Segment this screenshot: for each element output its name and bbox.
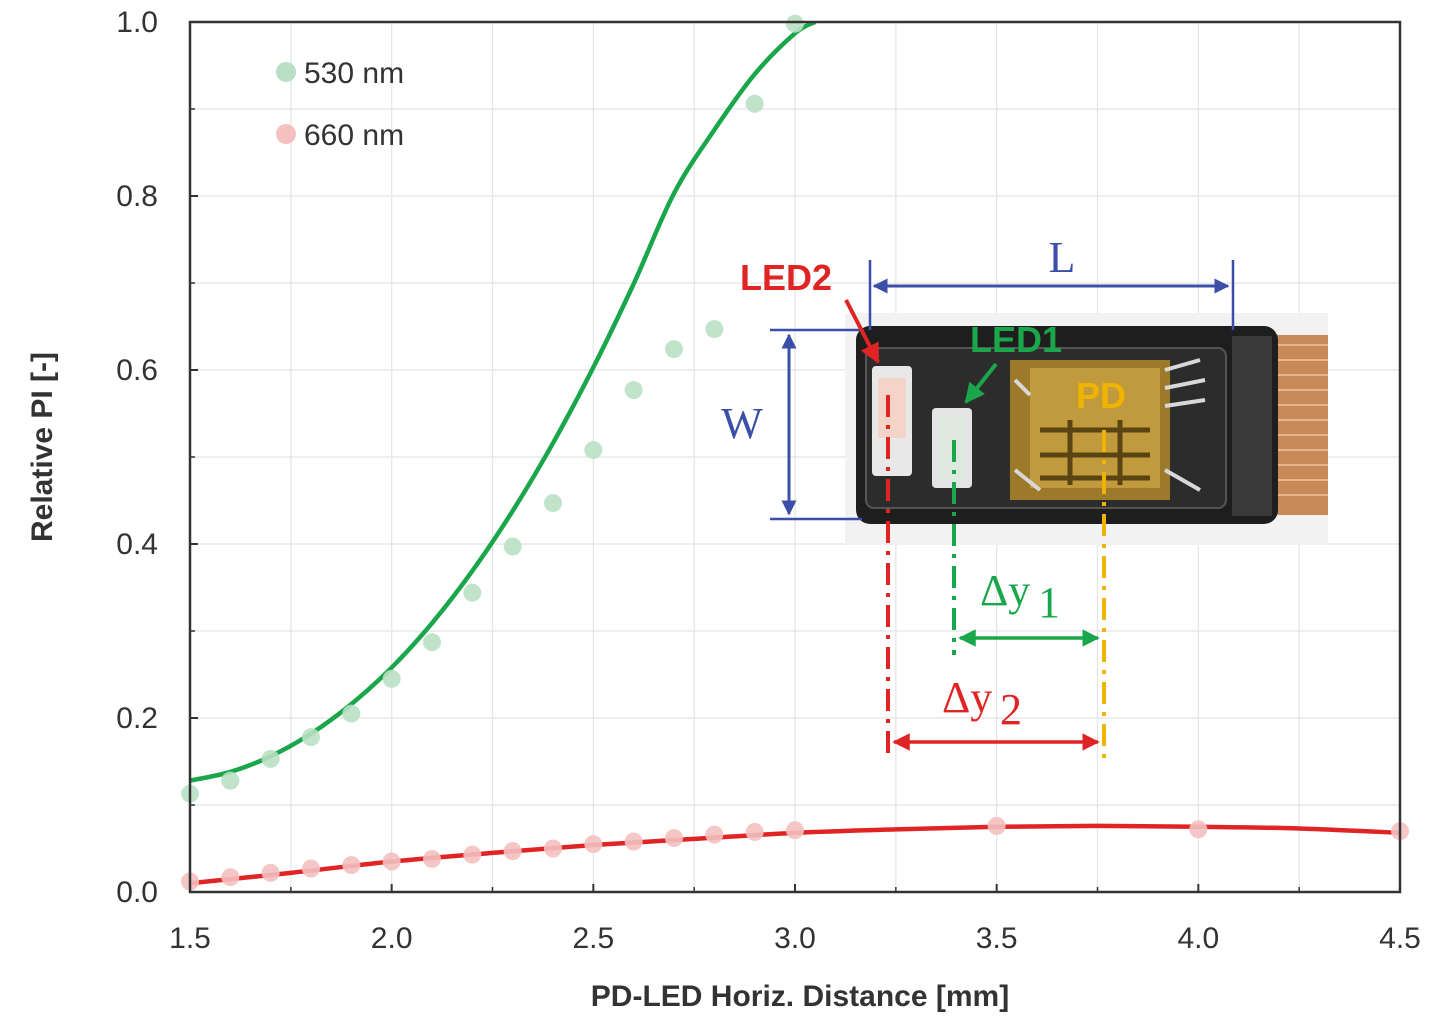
x-tick-label: 3.5 bbox=[976, 922, 1018, 955]
data-point-530-nm bbox=[342, 704, 361, 723]
data-point-530-nm bbox=[584, 441, 603, 460]
data-point-530-nm bbox=[302, 728, 320, 747]
legend-marker bbox=[276, 124, 296, 144]
y-tick-label: 0.2 bbox=[116, 702, 158, 735]
led1-label: LED1 bbox=[970, 319, 1062, 360]
data-point-530-nm bbox=[261, 749, 280, 768]
x-tick-label: 1.5 bbox=[169, 922, 211, 955]
data-point-660-nm bbox=[786, 821, 804, 840]
x-tick-label: 2.0 bbox=[371, 922, 413, 955]
legend-label: 530 nm bbox=[304, 57, 404, 90]
x-tick-label: 4.0 bbox=[1177, 922, 1219, 955]
data-point-660-nm bbox=[987, 816, 1006, 835]
x-axis-title: PD-LED Horiz. Distance [mm] bbox=[591, 980, 1009, 1013]
data-point-530-nm bbox=[745, 94, 764, 113]
data-point-660-nm bbox=[544, 839, 562, 858]
led2-pointer bbox=[844, 299, 880, 364]
data-point-530-nm bbox=[786, 14, 804, 33]
x-axis-ticks: 1.5 2.0 2.5 3.0 3.5 4.0 4.5 bbox=[169, 884, 1421, 955]
led2-label: LED2 bbox=[740, 257, 832, 298]
y-tick-label: 0.6 bbox=[116, 354, 158, 387]
data-point-530-nm bbox=[221, 771, 240, 790]
legend-label: 660 nm bbox=[304, 119, 404, 152]
data-point-530-nm bbox=[423, 633, 441, 652]
data-point-660-nm bbox=[503, 842, 522, 861]
data-point-660-nm bbox=[624, 832, 643, 851]
data-points bbox=[181, 14, 1409, 891]
data-point-530-nm bbox=[382, 669, 401, 688]
data-point-660-nm bbox=[584, 835, 603, 854]
data-point-530-nm bbox=[665, 340, 683, 359]
y-tick-label: 0.4 bbox=[116, 528, 158, 561]
data-point-660-nm bbox=[221, 868, 240, 887]
data-point-660-nm bbox=[745, 822, 764, 841]
dy2-label: Δy bbox=[942, 673, 992, 722]
y-tick-label: 0.0 bbox=[116, 876, 158, 909]
y-axis-title: Relative PI [-] bbox=[26, 352, 59, 542]
data-point-530-nm bbox=[705, 320, 724, 339]
data-point-660-nm bbox=[463, 845, 482, 864]
pd-label: PD bbox=[1076, 375, 1126, 416]
dy2-subscript: 2 bbox=[1000, 685, 1022, 734]
data-point-530-nm bbox=[624, 381, 643, 400]
l-label: L bbox=[1049, 233, 1076, 282]
w-label: W bbox=[721, 399, 763, 448]
y-tick-label: 1.0 bbox=[116, 6, 158, 39]
data-point-660-nm bbox=[261, 863, 280, 882]
data-point-660-nm bbox=[1189, 820, 1208, 839]
x-tick-label: 3.0 bbox=[774, 922, 816, 955]
data-point-660-nm bbox=[382, 852, 401, 871]
x-tick-label: 2.5 bbox=[572, 922, 614, 955]
dy1-subscript: 1 bbox=[1038, 578, 1060, 627]
data-point-530-nm bbox=[544, 494, 562, 513]
pd-die-pattern bbox=[1040, 420, 1150, 485]
pd-bond-wires bbox=[1013, 358, 1206, 492]
data-point-530-nm bbox=[463, 583, 482, 602]
data-point-660-nm bbox=[302, 859, 320, 878]
dy1-label: Δy bbox=[980, 566, 1030, 615]
data-point-660-nm bbox=[423, 849, 441, 868]
legend-marker bbox=[276, 62, 296, 82]
led2-window bbox=[878, 378, 906, 438]
sensor-inset bbox=[845, 313, 1328, 545]
x-tick-label: 4.5 bbox=[1379, 922, 1421, 955]
data-point-660-nm bbox=[705, 825, 724, 844]
led1-pointer bbox=[964, 362, 998, 404]
legend: 530 nm 660 nm bbox=[276, 57, 404, 152]
y-tick-label: 0.8 bbox=[116, 180, 158, 213]
data-point-660-nm bbox=[342, 856, 361, 875]
connector-pins bbox=[1232, 336, 1272, 516]
data-point-660-nm bbox=[665, 829, 683, 848]
data-point-530-nm bbox=[503, 537, 522, 556]
y-axis-ticks: 0.0 0.2 0.4 0.6 0.8 1.0 bbox=[116, 6, 198, 909]
